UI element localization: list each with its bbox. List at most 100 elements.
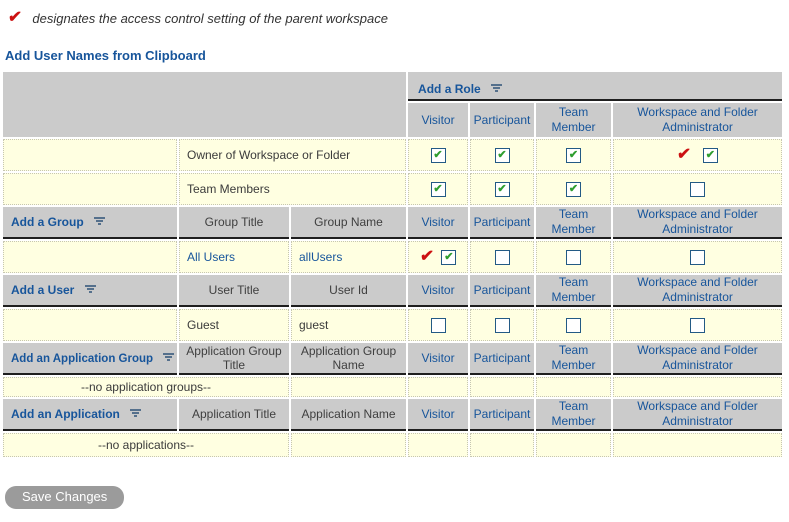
add-a-role-label: Add a Role [418, 82, 481, 96]
user-title-guest: Guest [179, 309, 289, 341]
role-header-spacer [3, 72, 407, 137]
empty-cell [536, 377, 612, 397]
parent-setting-check-icon: ✔ [676, 146, 692, 164]
checkbox-team-participant[interactable]: ✔ [494, 181, 510, 197]
checkbox-guest-participant[interactable] [494, 317, 510, 333]
checkbox-guest-admin[interactable] [690, 317, 706, 333]
col-header-group-title: Group Title [179, 207, 289, 239]
add-an-application-group-label: Add an Application Group [11, 353, 154, 365]
filter-icon[interactable] [94, 216, 106, 225]
col-header-workspace-folder-admin: Workspace and Folder Administrator [613, 207, 783, 239]
checkbox-cell-team-visitor: ✔ [408, 173, 469, 205]
no-applications-message: --no applications-- [3, 433, 289, 457]
section-header-add-a-user[interactable]: Add a User [3, 275, 177, 307]
col-header-team-member: Team Member [536, 207, 612, 239]
col-header-workspace-folder-admin: Workspace and Folder Administrator [613, 275, 783, 307]
col-header-team-member: Team Member [536, 275, 612, 307]
section-header-add-a-role[interactable]: Add a Role [408, 72, 783, 101]
row-label-team-members: Team Members [179, 173, 407, 205]
row-label-owner: Owner of Workspace or Folder [179, 139, 407, 171]
checkbox-cell-allusers-admin [613, 241, 783, 273]
checkbox-cell-allusers-participant [470, 241, 535, 273]
checkbox-team-team-member[interactable]: ✔ [566, 181, 582, 197]
checkbox-owner-admin[interactable]: ✔ [702, 147, 718, 163]
empty-cell [3, 139, 177, 171]
col-header-visitor: Visitor [408, 207, 469, 239]
empty-cell [470, 377, 535, 397]
checkbox-cell-owner-admin: ✔ ✔ [613, 139, 783, 171]
col-header-participant: Participant [470, 103, 535, 137]
col-header-visitor: Visitor [408, 343, 469, 375]
empty-cell [408, 377, 469, 397]
col-header-participant: Participant [470, 207, 535, 239]
checkbox-cell-owner-participant: ✔ [470, 139, 535, 171]
parent-setting-check-icon: ✔ [418, 248, 435, 266]
filter-icon[interactable] [130, 408, 142, 417]
save-changes-button[interactable]: Save Changes [5, 486, 125, 509]
checkbox-cell-guest-team-member [536, 309, 612, 341]
add-user-names-from-clipboard-link[interactable]: Add User Names from Clipboard [5, 48, 206, 63]
section-header-add-a-group[interactable]: Add a Group [3, 207, 177, 239]
table-row-all-users: All Users allUsers ✔ ✔ [3, 241, 783, 273]
col-header-visitor: Visitor [408, 399, 469, 431]
col-header-participant: Participant [470, 275, 535, 307]
section-header-add-an-application-group[interactable]: Add an Application Group [3, 343, 177, 375]
checkbox-cell-team-admin [613, 173, 783, 205]
col-header-team-member: Team Member [536, 103, 612, 137]
checkbox-cell-team-participant: ✔ [470, 173, 535, 205]
access-control-table: Add a Role Visitor Participant Team Memb… [1, 70, 784, 459]
col-header-visitor: Visitor [408, 103, 469, 137]
checkbox-cell-allusers-visitor: ✔ ✔ [408, 241, 469, 273]
col-header-visitor: Visitor [408, 275, 469, 307]
col-header-participant: Participant [470, 343, 535, 375]
col-header-team-member: Team Member [536, 399, 612, 431]
empty-cell [3, 241, 177, 273]
add-a-group-label: Add a Group [11, 215, 84, 229]
checkbox-guest-visitor[interactable] [430, 317, 446, 333]
user-id-guest: guest [291, 309, 407, 341]
checkbox-cell-guest-admin [613, 309, 783, 341]
checkbox-allusers-team-member[interactable] [566, 249, 582, 265]
filter-icon[interactable] [491, 83, 503, 92]
checkbox-team-visitor[interactable]: ✔ [430, 181, 446, 197]
col-header-workspace-folder-admin: Workspace and Folder Administrator [613, 343, 783, 375]
checkbox-cell-guest-participant [470, 309, 535, 341]
empty-cell [536, 433, 612, 457]
no-application-groups-message: --no application groups-- [3, 377, 289, 397]
filter-icon[interactable] [163, 352, 175, 361]
col-header-workspace-folder-admin: Workspace and Folder Administrator [613, 103, 783, 137]
col-header-user-id: User Id [291, 275, 407, 307]
parent-setting-check-icon: ✔ [7, 9, 23, 26]
add-a-user-label: Add a User [11, 283, 75, 297]
table-row-guest: Guest guest [3, 309, 783, 341]
checkbox-guest-team-member[interactable] [566, 317, 582, 333]
group-name-allusers-link[interactable]: allUsers [291, 241, 407, 273]
group-title-all-users-link[interactable]: All Users [179, 241, 289, 273]
checkbox-allusers-participant[interactable] [494, 249, 510, 265]
col-header-group-name: Group Name [291, 207, 407, 239]
col-header-participant: Participant [470, 399, 535, 431]
checkbox-owner-participant[interactable]: ✔ [494, 147, 510, 163]
empty-cell [3, 173, 177, 205]
legend-note: designates the access control setting of… [32, 10, 388, 26]
col-header-application-group-title: Application Group Title [179, 343, 289, 375]
checkbox-cell-allusers-team-member [536, 241, 612, 273]
checkbox-cell-team-team-member: ✔ [536, 173, 612, 205]
checkbox-owner-visitor[interactable]: ✔ [430, 147, 446, 163]
section-header-add-an-application[interactable]: Add an Application [3, 399, 177, 431]
col-header-team-member: Team Member [536, 343, 612, 375]
empty-cell [613, 433, 783, 457]
col-header-application-title: Application Title [179, 399, 289, 431]
checkbox-cell-guest-visitor [408, 309, 469, 341]
empty-cell [291, 433, 407, 457]
checkbox-allusers-visitor[interactable]: ✔ [441, 249, 457, 265]
col-header-user-title: User Title [179, 275, 289, 307]
checkbox-cell-owner-visitor: ✔ [408, 139, 469, 171]
checkbox-team-admin[interactable] [690, 181, 706, 197]
checkbox-cell-owner-team-member: ✔ [536, 139, 612, 171]
checkbox-owner-team-member[interactable]: ✔ [566, 147, 582, 163]
checkbox-allusers-admin[interactable] [690, 249, 706, 265]
filter-icon[interactable] [84, 284, 96, 293]
empty-cell [470, 433, 535, 457]
col-header-workspace-folder-admin: Workspace and Folder Administrator [613, 399, 783, 431]
